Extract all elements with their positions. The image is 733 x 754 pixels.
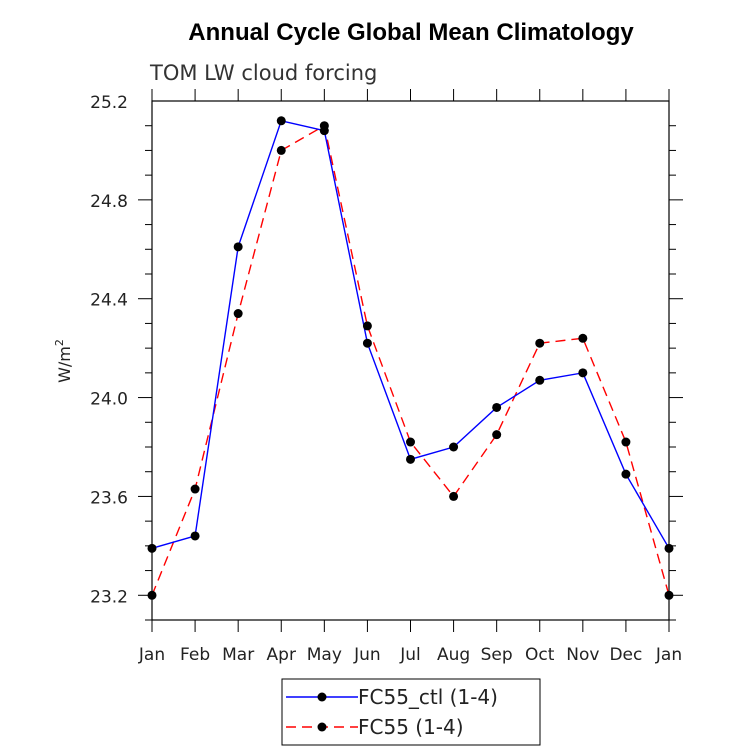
- data-point-ctl: [190, 531, 200, 541]
- x-tick-label: Nov: [566, 645, 599, 665]
- y-axis-label: W/m2: [53, 339, 74, 383]
- legend-label: FC55 (1-4): [358, 715, 464, 739]
- data-point-ctl: [406, 454, 415, 464]
- x-tick-label: Aug: [437, 645, 470, 665]
- legend-label: FC55_ctl (1-4): [358, 685, 498, 709]
- data-point-fc55: [362, 321, 372, 331]
- data-point-fc55: [535, 338, 545, 348]
- series-line-ctl: [151, 119, 670, 550]
- data-point-ctl: [147, 543, 157, 553]
- x-tick-label: Jan: [655, 645, 682, 665]
- y-tick-label: 23.2: [90, 587, 128, 607]
- x-tick-label: Feb: [180, 645, 210, 665]
- data-point-ctl: [276, 116, 286, 126]
- x-tick-label: Jan: [138, 645, 165, 665]
- y-axis-label-text: W/m: [55, 346, 74, 383]
- data-point-fc55: [276, 145, 286, 155]
- data-point-fc55: [492, 430, 502, 440]
- data-point-ctl: [362, 338, 372, 348]
- data-point-ctl: [319, 126, 329, 136]
- data-point-ctl: [621, 469, 631, 479]
- x-tick-label: Jun: [353, 645, 381, 665]
- legend: FC55_ctl (1-4) FC55 (1-4): [281, 678, 541, 746]
- data-point-fc55: [190, 484, 200, 494]
- y-tick-label: 24.8: [90, 192, 128, 212]
- y-tick-label: 24.0: [90, 390, 128, 410]
- y-tick-label: 24.4: [90, 291, 128, 311]
- x-tick-label: May: [307, 645, 342, 665]
- legend-marker: [317, 692, 327, 702]
- chart-title: Annual Cycle Global Mean Climatology: [188, 19, 634, 46]
- data-point-ctl: [492, 402, 502, 412]
- data-point-ctl: [578, 368, 588, 378]
- y-tick-label: 25.2: [90, 93, 128, 113]
- data-point-fc55: [147, 590, 157, 600]
- data-point-ctl: [233, 242, 243, 252]
- data-point-ctl: [449, 442, 459, 452]
- data-point-fc55: [621, 437, 631, 447]
- data-point-fc55: [449, 491, 459, 501]
- plot-area: 23.2 23.6 24.0 24.4 24.8 25.2 Jan Feb Mar Apr May J…: [90, 89, 683, 665]
- x-tick-label: Oct: [525, 645, 555, 665]
- x-tick-label: Apr: [267, 645, 296, 665]
- data-point-ctl: [535, 375, 545, 385]
- y-tick-label: 23.6: [90, 488, 128, 508]
- x-tick-label: Dec: [609, 645, 642, 665]
- chart-subtitle: TOM LW cloud forcing: [149, 61, 377, 85]
- data-point-fc55: [233, 309, 243, 319]
- series-line-fc55: [151, 124, 670, 596]
- x-tick-label: Jul: [399, 645, 421, 665]
- data-point-fc55: [664, 590, 674, 600]
- x-tick-label: Mar: [222, 645, 254, 665]
- y-axis-label-superscript: 2: [53, 339, 66, 346]
- legend-marker: [317, 722, 327, 732]
- legend-box: [281, 678, 541, 746]
- data-point-ctl: [664, 543, 674, 553]
- data-point-fc55: [578, 333, 588, 343]
- data-point-fc55: [406, 437, 415, 447]
- x-tick-label: Sep: [481, 645, 513, 665]
